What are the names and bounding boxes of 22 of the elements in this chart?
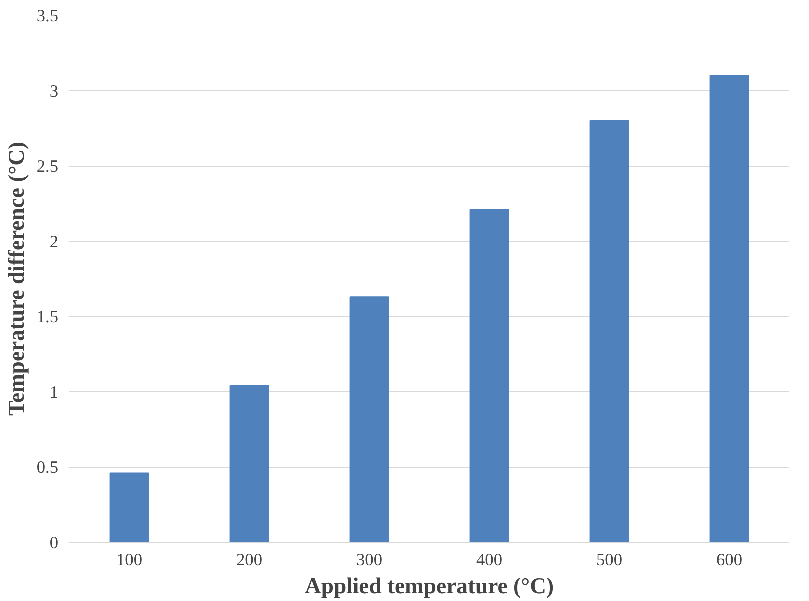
x-tick-label: 400 [476,550,503,570]
y-tick-label: 3 [50,82,59,101]
y-tick-label: 2 [50,232,59,252]
bar [110,472,150,542]
y-tick-label: 2.5 [36,157,59,176]
x-tick-label: 600 [716,550,743,570]
bar [230,385,270,542]
x-tick-label: 100 [116,550,143,570]
y-tick-label: 0.5 [36,458,59,478]
x-tick-label: 500 [596,550,623,570]
bar [590,120,630,542]
x-tick-label: 200 [236,550,263,570]
bar [710,75,750,542]
y-tick-label: 1 [50,382,59,402]
y-tick-label: 0 [50,534,59,552]
y-tick-label: 1.5 [36,308,59,327]
x-tick-label: 300 [356,550,383,570]
bar [470,209,510,542]
y-axis-title: Temperature difference (°C) [4,142,29,416]
bar [350,296,390,542]
x-axis-title: Applied temperature (°C) [304,574,554,598]
y-tick-label: 3.5 [36,6,59,26]
